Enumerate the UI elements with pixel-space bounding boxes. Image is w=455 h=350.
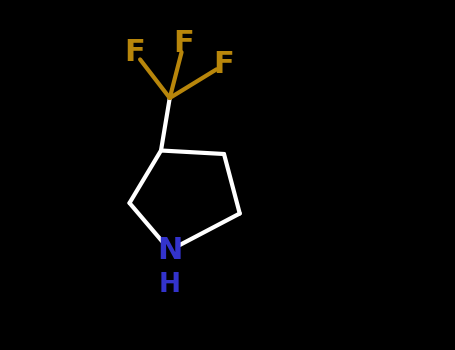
Text: N: N: [157, 236, 182, 265]
Text: H: H: [159, 272, 181, 298]
Text: F: F: [124, 38, 145, 67]
Text: F: F: [173, 29, 194, 58]
Text: F: F: [214, 50, 234, 79]
